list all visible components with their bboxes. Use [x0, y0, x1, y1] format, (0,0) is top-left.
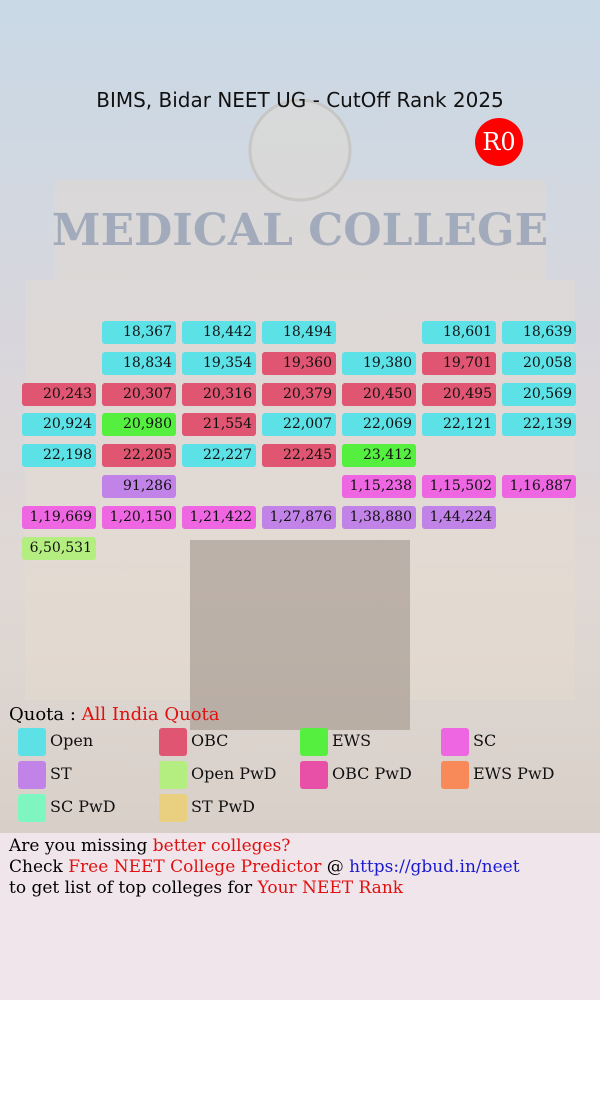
- legend-label: EWS: [332, 731, 372, 750]
- footer-line: Check Free NEET College Predictor @ http…: [9, 857, 520, 877]
- rank-chip: 19,360: [262, 351, 336, 375]
- footer-line: Are you missing better colleges?: [9, 836, 290, 856]
- rank-chip: 1,15,238: [342, 475, 416, 498]
- rank-chip: 18,367: [102, 321, 176, 344]
- legend-swatch: [300, 728, 328, 756]
- title: BIMS, Bidar NEET UG - CutOff Rank 2025: [96, 88, 504, 112]
- rank-chip: 18,834: [102, 351, 176, 375]
- rank-chip: 6,50,531: [22, 536, 96, 560]
- rank-chip: 19,354: [182, 351, 256, 375]
- rank-chip: 1,20,150: [102, 505, 176, 529]
- footer-text: Free NEET College Predictor: [68, 857, 322, 877]
- rank-chip: 20,243: [22, 382, 96, 406]
- footer-text: Are you missing: [9, 836, 153, 856]
- legend-swatch: [300, 761, 328, 789]
- footer-text: @: [321, 857, 350, 877]
- legend-swatch: [441, 728, 469, 756]
- footer-text[interactable]: https://gbud.in/neet: [349, 857, 520, 877]
- rank-chip: 1,44,224: [422, 505, 496, 529]
- rank-chip: 21,554: [182, 413, 256, 437]
- rank-chip: 20,924: [22, 413, 96, 437]
- rank-chip: 1,27,876: [262, 505, 336, 529]
- rank-chip: 18,442: [182, 321, 256, 344]
- rank-chip: 1,19,669: [22, 505, 96, 529]
- rank-chip: 22,227: [182, 444, 256, 468]
- rank-chip: 20,307: [102, 382, 176, 406]
- rank-chip: 22,121: [422, 413, 496, 437]
- svg-text:MEDICAL COLLEGE: MEDICAL COLLEGE: [52, 205, 548, 256]
- rank-chip: 19,380: [342, 351, 416, 375]
- rank-chip: 1,38,880: [342, 505, 416, 529]
- quota-line: Quota : All India Quota: [9, 704, 220, 725]
- rank-chip: 22,205: [102, 444, 176, 468]
- rank-chip: 1,15,502: [422, 475, 496, 498]
- rank-chip: 22,139: [502, 413, 576, 437]
- rank-chip: 20,495: [422, 382, 496, 406]
- rank-chip: 20,450: [342, 382, 416, 406]
- rank-chip: 18,639: [502, 321, 576, 344]
- legend-swatch: [18, 761, 46, 789]
- quota-label: Quota :: [9, 704, 76, 725]
- rank-chip: 1,16,887: [502, 475, 576, 498]
- rank-chip: 22,069: [342, 413, 416, 437]
- legend-swatch: [18, 794, 46, 822]
- rank-chip: 22,245: [262, 444, 336, 468]
- legend-label: ST: [50, 764, 72, 783]
- legend-label: SC: [473, 731, 497, 750]
- footer-line: to get list of top colleges for Your NEE…: [9, 878, 403, 898]
- rank-chip: 22,007: [262, 413, 336, 437]
- legend-swatch: [441, 761, 469, 789]
- rank-chip: 91,286: [102, 475, 176, 498]
- rank-chip: 20,058: [502, 351, 576, 375]
- footer-text: better colleges?: [152, 836, 291, 856]
- legend-swatch: [159, 794, 187, 822]
- legend-label: SC PwD: [50, 797, 116, 816]
- legend-label: OBC: [191, 731, 229, 750]
- legend-label: Open PwD: [191, 764, 277, 783]
- rank-chip: 19,701: [422, 351, 496, 375]
- legend-label: Open: [50, 731, 94, 750]
- legend-swatch: [159, 728, 187, 756]
- rank-chip: 18,601: [422, 321, 496, 344]
- legend-label: ST PwD: [191, 797, 256, 816]
- rank-chip: 20,316: [182, 382, 256, 406]
- rank-chip: 22,198: [22, 444, 96, 468]
- footer-text: Check: [9, 857, 69, 877]
- round-badge: R0: [475, 118, 523, 166]
- quota-value: All India Quota: [81, 704, 220, 725]
- legend-label: EWS PwD: [473, 764, 555, 783]
- rank-chip: 20,379: [262, 382, 336, 406]
- rank-chip: 20,980: [102, 413, 176, 437]
- footer: Are you missing better colleges? Check Fr…: [0, 833, 600, 1000]
- rank-chip: 23,412: [342, 444, 416, 468]
- rank-chip: 18,494: [262, 321, 336, 344]
- legend-swatch: [159, 761, 187, 789]
- legend-label: OBC PwD: [332, 764, 412, 783]
- footer-text: to get list of top colleges for: [9, 878, 258, 898]
- footer-text: Your NEET Rank: [257, 878, 404, 898]
- rank-chip: 20,569: [502, 382, 576, 406]
- legend-swatch: [18, 728, 46, 756]
- rank-chip: 1,21,422: [182, 505, 256, 529]
